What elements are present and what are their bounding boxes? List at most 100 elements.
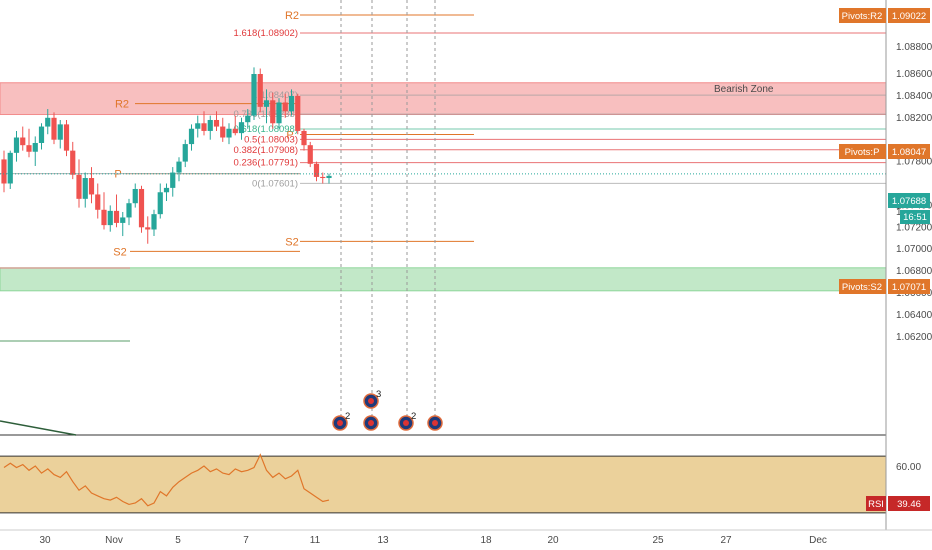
event-count-3: 2 <box>411 411 416 422</box>
pivot-value-2: 1.07071 <box>892 282 926 293</box>
time-tick-label: 13 <box>377 535 389 546</box>
left-pivot-p-label: P <box>114 169 121 181</box>
fib-label-5: 0.382(1.07908) <box>234 145 298 156</box>
candle-body[interactable] <box>295 95 301 131</box>
candle-body[interactable] <box>263 100 270 107</box>
candle-body[interactable] <box>20 137 26 146</box>
candle-body[interactable] <box>101 209 107 226</box>
candle-body[interactable] <box>232 128 238 134</box>
candle-body[interactable] <box>51 117 57 140</box>
left-pivot-s2-label: S2 <box>113 246 126 258</box>
candle-body[interactable] <box>63 124 70 151</box>
zone-bearish[interactable] <box>0 82 887 116</box>
candle-body[interactable] <box>163 187 170 193</box>
candle-body[interactable] <box>213 119 220 127</box>
candle-body[interactable] <box>257 74 263 107</box>
candle-body[interactable] <box>270 100 276 124</box>
time-tick-label: 5 <box>175 535 181 546</box>
fib-label-1: 1(1.08407) <box>252 90 298 101</box>
rsi-pane[interactable] <box>0 453 886 514</box>
zone-support[interactable] <box>0 267 887 292</box>
time-tick-label: Dec <box>809 535 827 546</box>
pivot-value-1-bg[interactable] <box>888 144 930 159</box>
candle-body[interactable] <box>132 188 138 204</box>
candle-body[interactable] <box>107 210 113 226</box>
candle-body[interactable] <box>82 178 88 199</box>
candle-body[interactable] <box>151 214 157 230</box>
pivot-badge-2: Pivots:S2 <box>842 282 882 293</box>
candle-body[interactable] <box>32 142 38 152</box>
pivot-value-0-bg[interactable] <box>888 8 930 23</box>
candle-body[interactable] <box>226 128 232 138</box>
candle-body[interactable] <box>120 217 126 223</box>
candle-body[interactable] <box>238 122 245 134</box>
trend-line <box>0 420 77 436</box>
price-tick-label: 1.08800 <box>896 42 932 53</box>
bearish-zone-label: Bearish Zone <box>714 84 774 95</box>
pivot-badge-1: Pivots:P <box>845 147 880 158</box>
candle-body[interactable] <box>313 163 320 177</box>
candle-body[interactable] <box>288 95 295 112</box>
candle-body[interactable] <box>113 210 120 223</box>
candle-body[interactable] <box>326 175 332 179</box>
time-tick-label: 30 <box>39 535 51 546</box>
candle-body[interactable] <box>76 174 82 199</box>
pivot-s2-label: S2 <box>285 236 298 248</box>
rsi-value-bg <box>888 496 930 511</box>
candle-body[interactable] <box>57 124 63 140</box>
candle-body[interactable] <box>170 172 176 188</box>
time-tick-label: 18 <box>480 535 492 546</box>
rsi-line[interactable] <box>3 453 330 507</box>
candle-body[interactable] <box>245 115 251 123</box>
price-axis[interactable]: 1.088001.086001.084001.082001.078001.074… <box>839 0 932 530</box>
time-axis[interactable]: 30 Nov 5 7 11 13 18 20 25 27 Dec <box>0 529 932 546</box>
rsi-label-bg <box>866 496 886 511</box>
fib-label-2: 0.786(1.08233) <box>234 109 298 120</box>
candle-body[interactable] <box>207 119 213 131</box>
candle-body[interactable] <box>38 126 45 143</box>
candle-body[interactable] <box>188 128 195 145</box>
candle-body[interactable] <box>95 194 101 210</box>
price-pane[interactable]: Bearish Zone R2 P S2 R2 P S2 1.618(1.08902) 1(1.… <box>0 0 887 436</box>
pivot-badge-0: Pivots:R2 <box>842 11 883 22</box>
candle-body[interactable] <box>88 178 95 195</box>
pivot-badge-2-bg[interactable] <box>839 279 886 294</box>
price-tick-label: 1.07200 <box>896 222 932 233</box>
candle-body[interactable] <box>70 150 76 175</box>
event-count-0: 2 <box>345 411 350 422</box>
event-flag-icon-4 <box>432 420 438 426</box>
event-flag-icon-0 <box>337 420 343 426</box>
candle-body[interactable] <box>220 126 226 138</box>
last-price-badge-bg[interactable] <box>888 193 930 208</box>
candle-body[interactable] <box>182 144 188 162</box>
event-count-2: 3 <box>376 389 381 400</box>
candle-body[interactable] <box>195 123 201 129</box>
price-tick-label: 1.08600 <box>896 69 932 80</box>
price-tick-label: 1.07000 <box>896 244 932 255</box>
candle-body[interactable] <box>138 188 145 228</box>
candle-body[interactable] <box>276 102 282 124</box>
pivot-badge-1-bg[interactable] <box>839 144 886 159</box>
candle-body[interactable] <box>1 159 7 184</box>
fib-label-3: 0.618(1.08098) <box>234 124 298 135</box>
candle-body[interactable] <box>320 176 326 179</box>
candle-body[interactable] <box>201 123 207 131</box>
candle-body[interactable] <box>301 130 307 146</box>
candle-body[interactable] <box>307 145 313 164</box>
candle-body[interactable] <box>45 117 51 127</box>
candle-body[interactable] <box>157 192 163 215</box>
pivot-badge-0-bg[interactable] <box>839 8 886 23</box>
candle-body[interactable] <box>126 203 132 218</box>
pivot-value-2-bg[interactable] <box>888 279 930 294</box>
left-pivot-r2-label: R2 <box>115 99 129 111</box>
candle-body[interactable] <box>251 74 257 116</box>
candle-body[interactable] <box>282 102 288 112</box>
candle-body[interactable] <box>7 152 13 184</box>
countdown-badge: 16:51 <box>903 212 927 223</box>
fib-label-0: 1.618(1.08902) <box>234 28 298 39</box>
candle-body[interactable] <box>145 227 151 230</box>
candle-body[interactable] <box>13 137 20 153</box>
candle-body[interactable] <box>26 145 32 152</box>
candle-body[interactable] <box>176 161 182 173</box>
